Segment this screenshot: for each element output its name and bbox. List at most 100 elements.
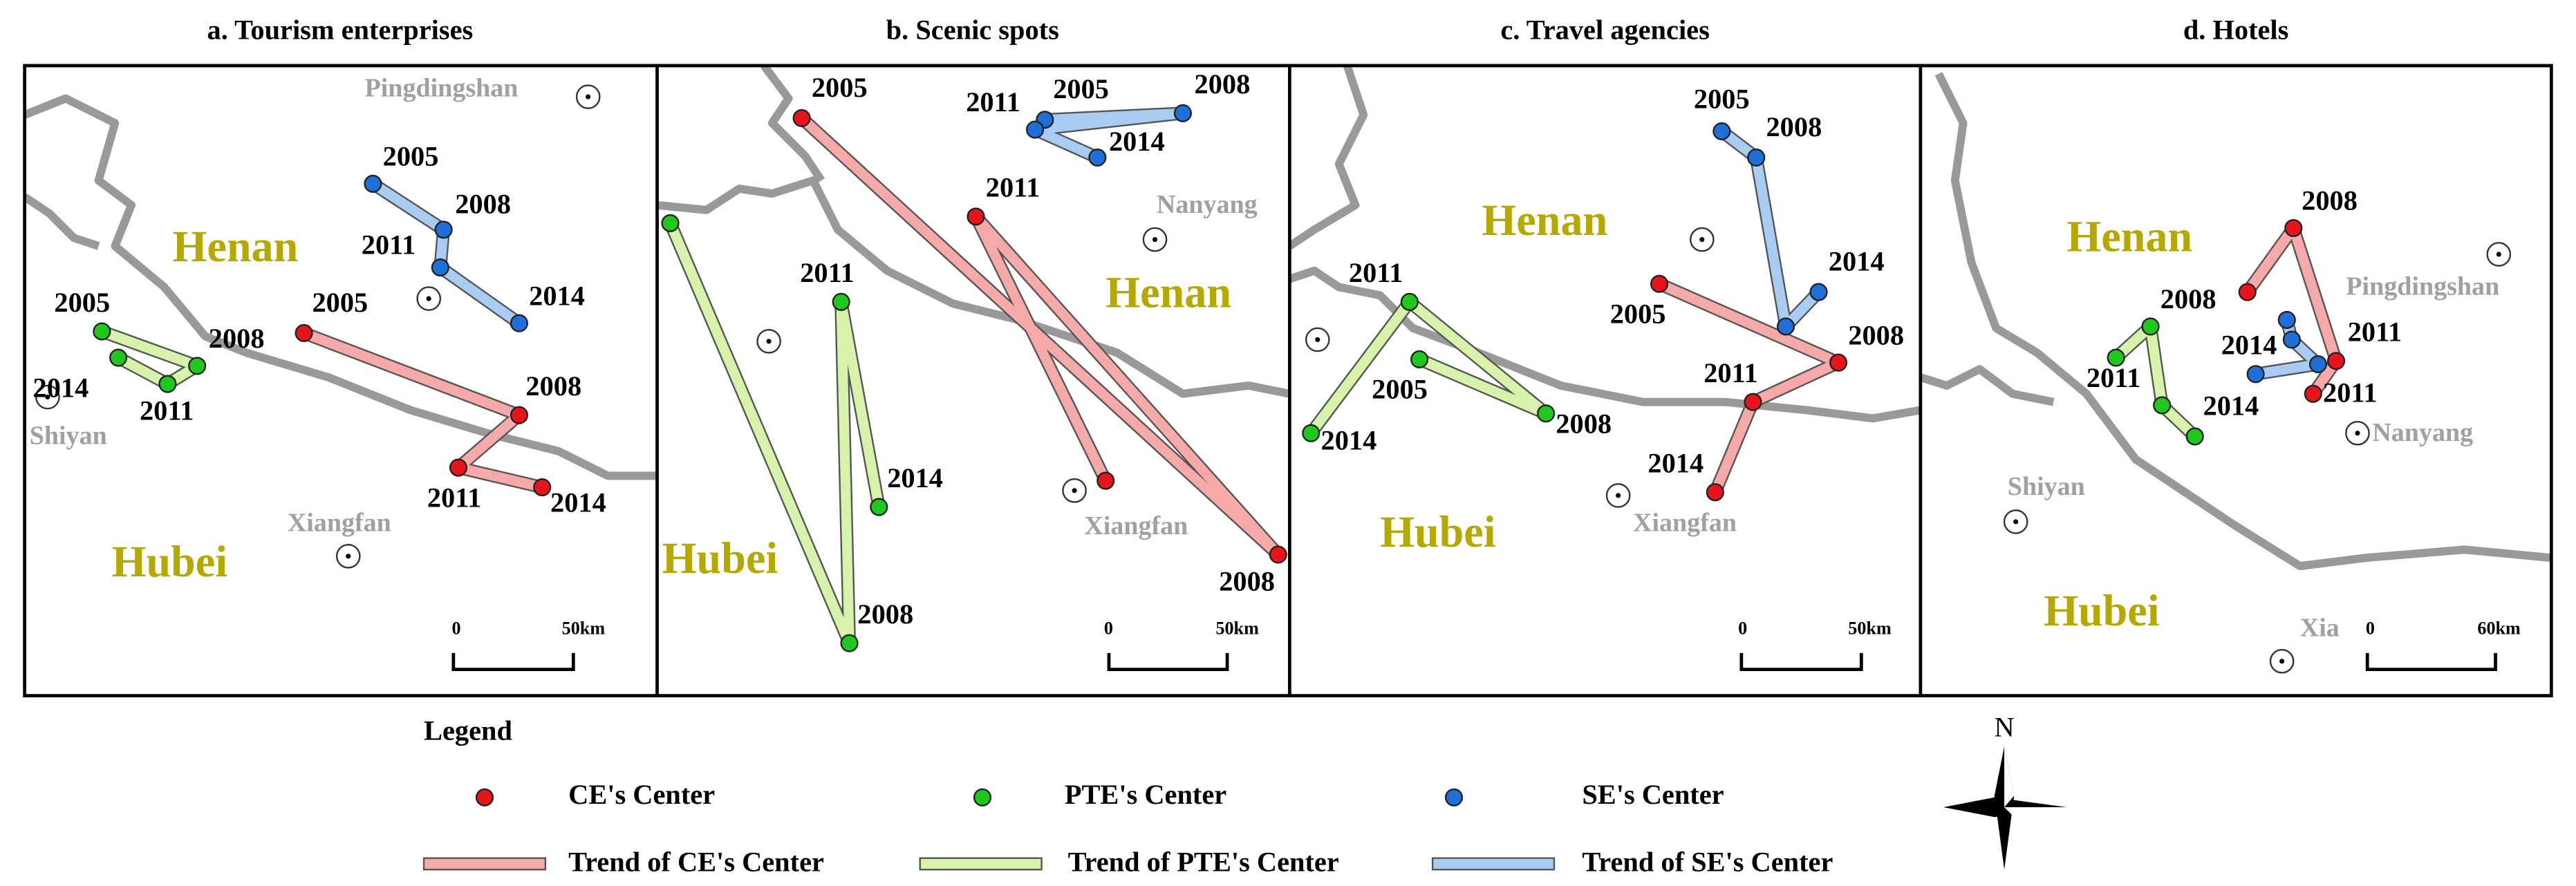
year-label: 2005 [54,287,110,318]
legend-point [475,788,494,807]
year-label: 2014 [2221,330,2277,361]
center-point [1747,148,1766,167]
center-point [188,357,207,375]
legend-point [973,788,992,807]
trend-se [368,178,525,328]
center-point [533,478,552,497]
center-point [1400,292,1419,311]
year-label: 2011 [2323,377,2378,408]
legend-label: SE's Center [1582,779,1724,810]
center-point [1776,317,1795,336]
center-point [2107,348,2125,367]
province-label: Hubei [2044,586,2160,635]
year-label: 2011 [427,482,482,513]
center-point [434,220,453,239]
year-label: 2011 [140,395,194,426]
legend-label: Trend of PTE's Center [1068,846,1339,877]
center-point [1173,104,1192,122]
city-dot [2279,659,2285,664]
year-label: 2011 [966,86,1020,117]
year-label: 2014 [1109,126,1165,157]
year-label: 2011 [1704,357,1758,388]
city-dot [1616,493,1621,498]
city-label: Xiangfan [1633,508,1737,537]
center-point [1712,122,1731,140]
year-label: 2011 [362,229,416,261]
legend-point [1444,788,1464,807]
center-point [1269,545,1287,564]
year-label: 2008 [1195,68,1251,100]
city-label: Pingdingshan [365,73,519,102]
city-dot [1699,237,1705,243]
city-dot [426,296,431,301]
center-point [2282,330,2301,349]
year-label: 2014 [1321,424,1377,455]
province-label: Hubei [112,537,228,586]
year-label: 2008 [209,323,265,354]
trend-pte [97,326,203,389]
center-point [2141,317,2160,336]
year-label: 2014 [1648,448,1704,479]
year-label: 2014 [2203,390,2259,421]
center-point [840,634,859,652]
center-point [1410,350,1429,368]
year-label: 2005 [1610,298,1666,329]
legend-trend [422,857,547,871]
center-point [1025,120,1045,139]
year-label: 2008 [1766,111,1822,142]
panel-title: a. Tourism enterprises [207,15,474,46]
city-label: Nanyang [1157,190,1258,219]
legend-trend [919,857,1043,871]
center-point [661,214,680,232]
province-label: Henan [2066,212,2192,261]
year-label: 2005 [1372,374,1428,405]
year-label: 2011 [986,172,1040,203]
trend-ce [796,113,1283,560]
scale-label: 50km [1215,619,1259,639]
center-point [449,458,468,477]
center-point [1650,274,1669,293]
borders [657,65,1290,398]
year-label: 2008 [455,188,511,219]
province-label: Hubei [662,534,778,583]
city-dot [346,554,351,559]
center-point [1088,148,1107,167]
city-dot [2355,431,2360,436]
center-point [792,109,811,127]
north-label: N [1994,712,2014,743]
panel-frames [23,64,2553,697]
legend-title: Legend [424,715,512,746]
scale-label: 0 [1738,619,1747,639]
city-dot [45,394,50,400]
trend-ce [299,328,548,493]
year-label: 2005 [812,72,868,103]
city-label: Xiangfan [288,508,391,537]
year-label: 2011 [2087,362,2141,393]
panel-title: b. Scenic spots [886,15,1059,46]
city-dot [2013,519,2019,525]
center-point [93,322,111,341]
center-point [2326,352,2346,370]
city-label: Xia [2300,613,2340,642]
city-dot [1315,337,1320,342]
scale-bar [1107,652,1229,671]
borders [1920,72,2552,570]
center-point [1829,353,1848,372]
city-label: Xiangfan [1084,511,1188,540]
city-dot [1072,488,1077,493]
center-point [2153,396,2172,415]
year-label: 2014 [1829,246,1885,277]
legend-trend [1431,857,1556,871]
center-point [510,314,528,332]
trend-pte [1306,296,1551,438]
city-label: Shiyan [2008,472,2085,501]
province-label: Henan [1105,267,1231,317]
scale-label: 0 [451,619,460,639]
center-point [832,292,850,311]
center-point [364,174,382,193]
trend-se [2250,314,2324,379]
center-point [510,406,528,424]
panel-title: c. Travel agencies [1500,15,1709,46]
year-label: 2011 [800,257,855,288]
center-point [2308,355,2327,374]
